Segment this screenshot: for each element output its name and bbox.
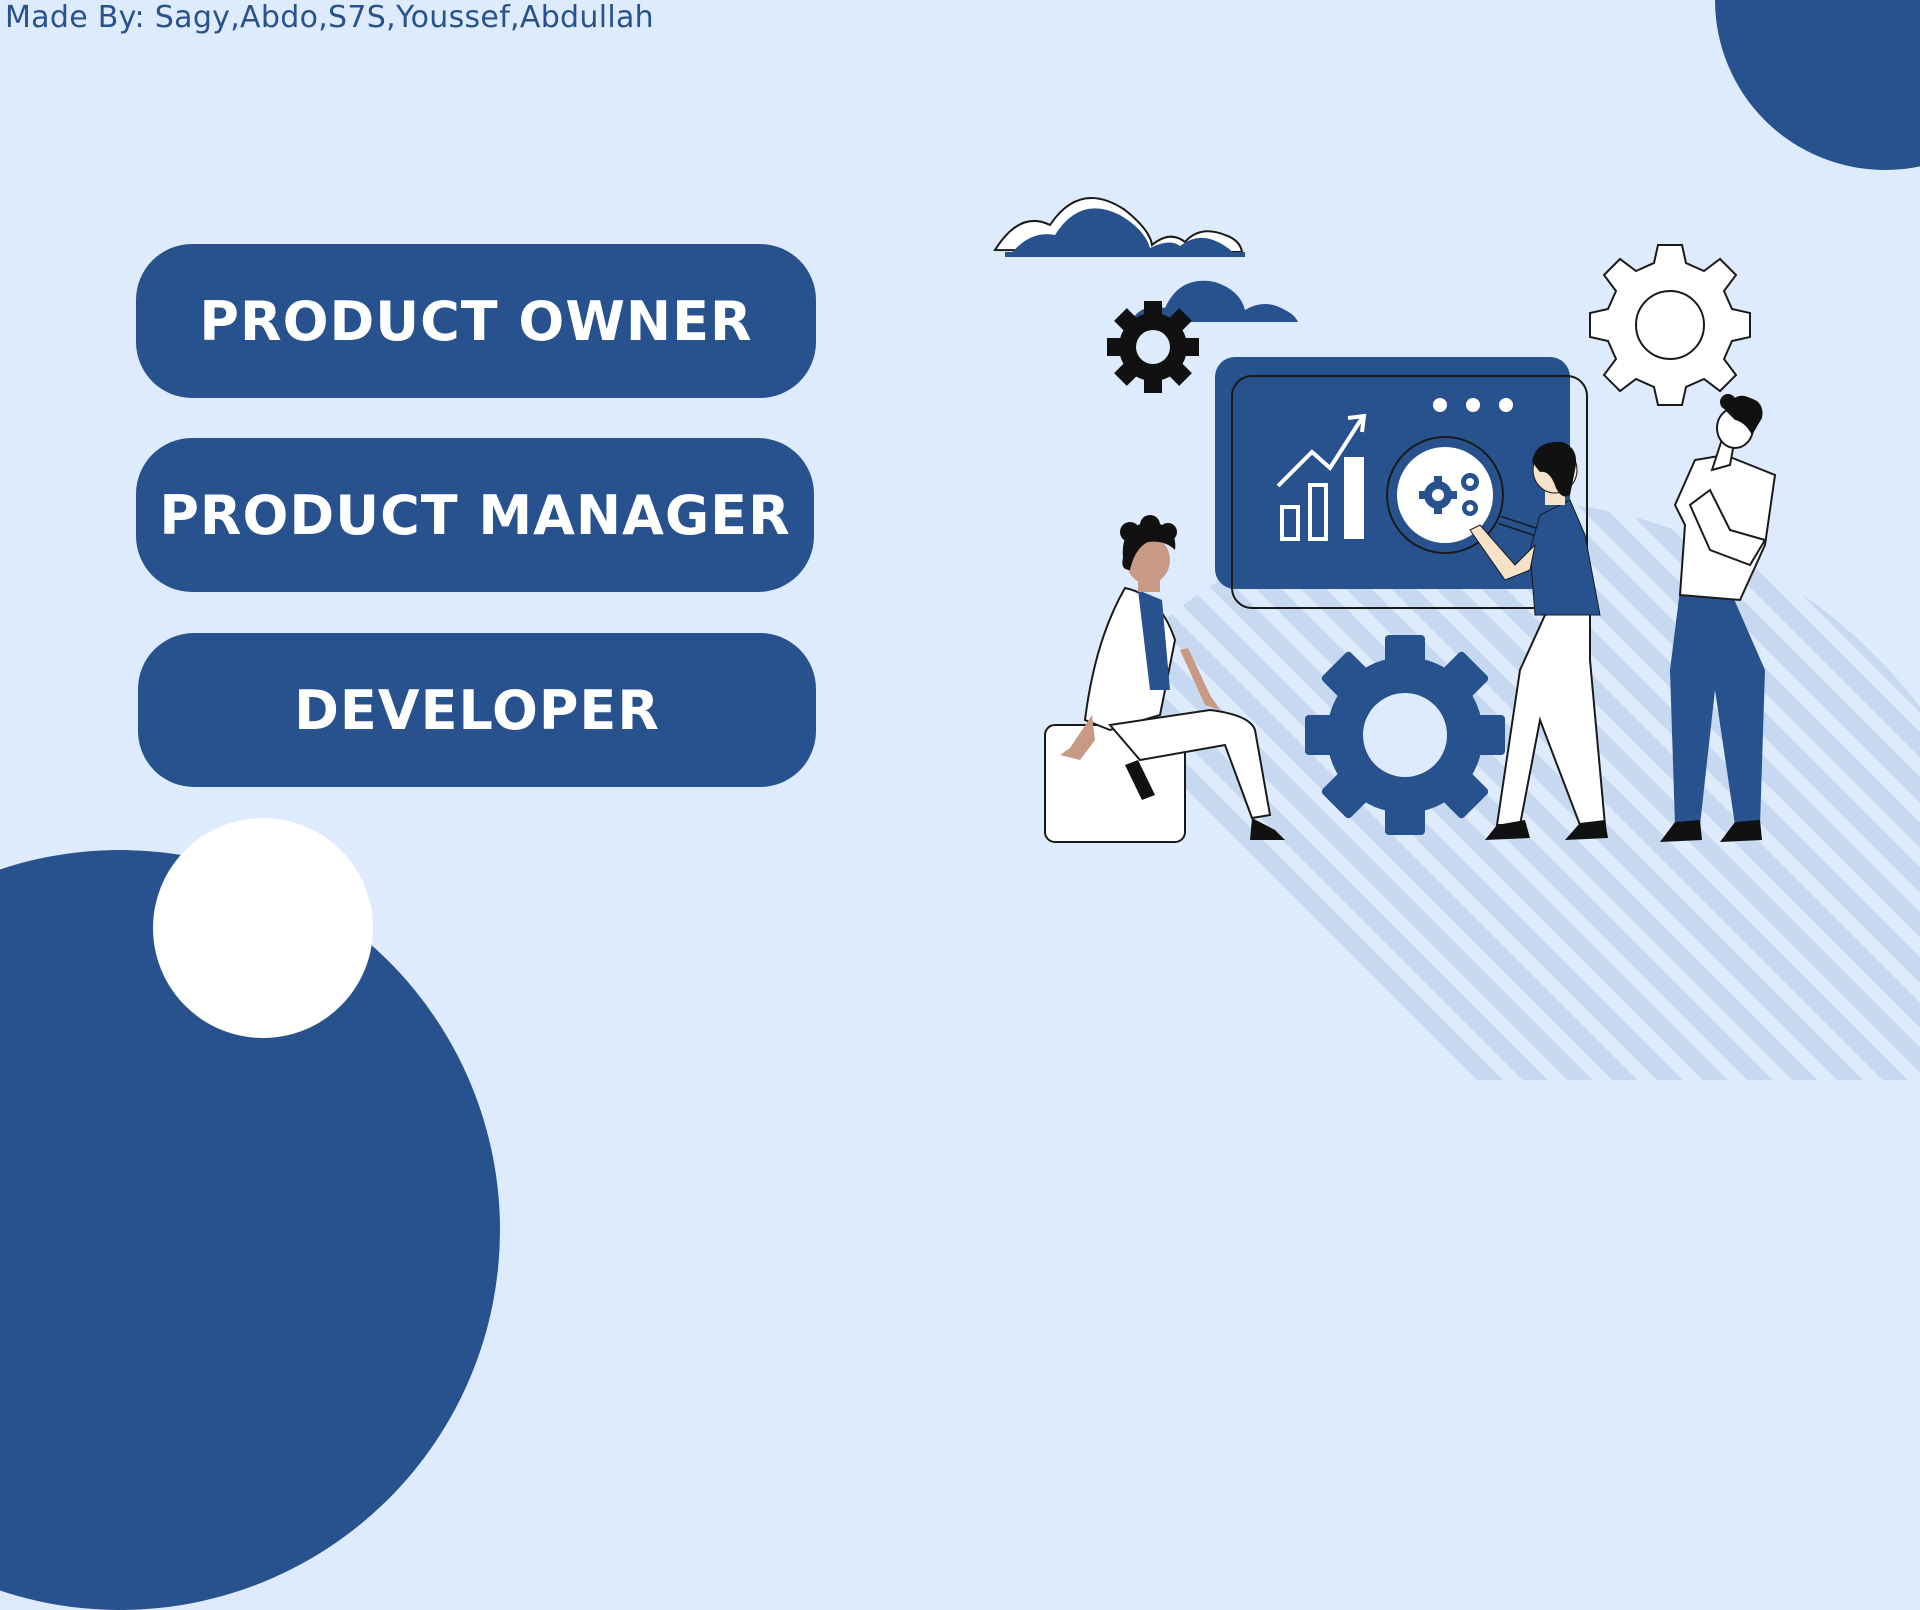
cloud-icon <box>1130 280 1298 322</box>
cloud-icon <box>993 197 1245 257</box>
striped-background-disc <box>970 500 1920 1080</box>
white-circle-decoration <box>153 818 373 1038</box>
product-manager-button[interactable]: PRODUCT MANAGER <box>136 438 814 592</box>
team-analytics-illustration <box>970 197 1920 1080</box>
seated-person <box>1044 515 1285 843</box>
gear-icon <box>1305 635 1505 835</box>
gear-icon <box>1107 301 1199 393</box>
bar-chart-icon <box>1280 483 1328 541</box>
credits-text: Made By: Sagy,Abdo,S7S,Youssef,Abdullah <box>5 0 654 35</box>
bar-chart-tall-bar <box>1344 457 1364 539</box>
trend-arrow-icon <box>1276 413 1367 488</box>
gear-icon <box>1589 244 1751 406</box>
product-owner-button[interactable]: PRODUCT OWNER <box>136 244 816 398</box>
corner-circle-top-right <box>1715 0 1920 170</box>
person-with-magnifier <box>1469 441 1608 840</box>
developer-button[interactable]: DEVELOPER <box>138 633 816 787</box>
thinking-person <box>1660 394 1777 842</box>
